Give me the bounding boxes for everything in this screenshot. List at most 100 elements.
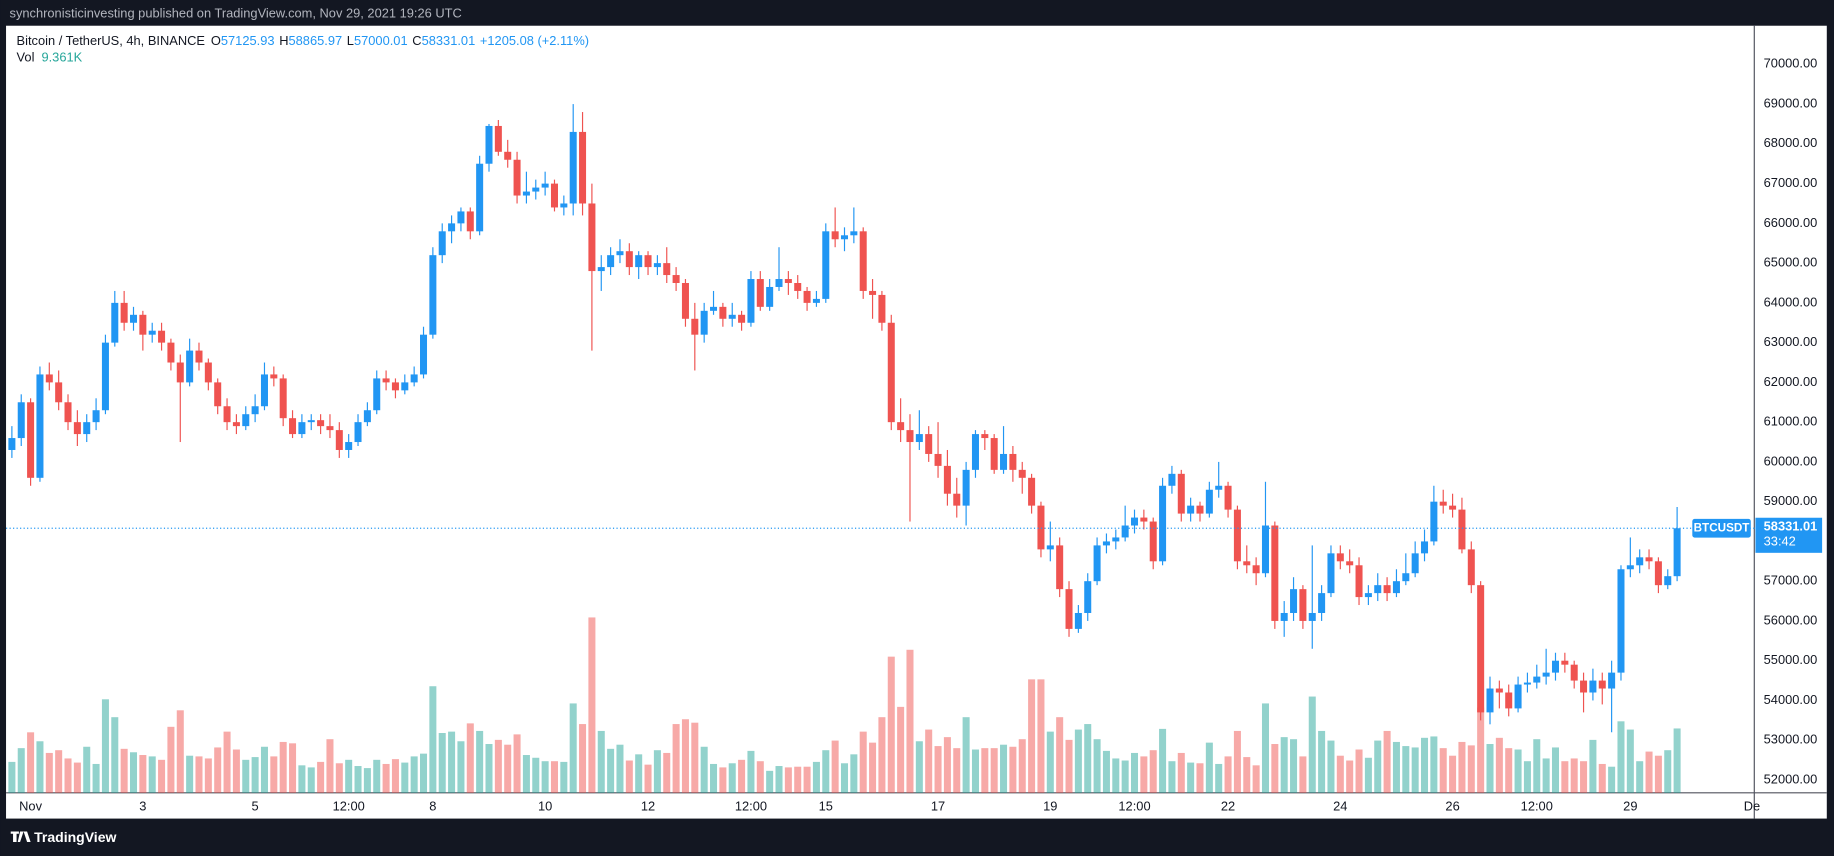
candle-body (588, 203, 596, 272)
volume-bar (1533, 739, 1541, 793)
volume-bar (27, 732, 35, 793)
candle-body (1252, 565, 1260, 574)
candle-body (691, 318, 699, 335)
candle-body (1551, 660, 1559, 673)
volume-bar (335, 763, 343, 793)
volume-bar (494, 739, 502, 793)
candle-body (1439, 501, 1447, 506)
x-tick-label: 12:00 (333, 798, 365, 813)
candle-body (1608, 672, 1616, 689)
volume-bar (504, 744, 512, 793)
volume-bar (1084, 724, 1092, 793)
candle-body (831, 231, 839, 240)
volume-bar (1093, 739, 1101, 793)
last-price-box (1755, 517, 1823, 553)
volume-bar (681, 719, 689, 793)
candle-body (214, 382, 222, 407)
volume-bar (120, 748, 128, 793)
volume-bar (1290, 739, 1298, 793)
candle-body (859, 231, 867, 291)
o-label: O (211, 33, 221, 48)
candle-body (1140, 517, 1148, 522)
volume-bar (448, 731, 456, 793)
candle-body (635, 255, 643, 268)
volume-bar (1121, 760, 1129, 793)
candle-body (186, 350, 194, 383)
volume-bar (1215, 763, 1223, 793)
volume-bar (45, 752, 53, 793)
y-tick-label: 62000.00 (1764, 374, 1818, 389)
volume-bar (1364, 757, 1372, 793)
volume-bar (8, 761, 16, 793)
candle-body (307, 420, 315, 423)
candle-body (167, 342, 175, 363)
candle-body (1626, 565, 1634, 570)
volume-bar (1392, 741, 1400, 793)
volume-bar (887, 656, 895, 793)
volume-bar (1561, 761, 1569, 793)
volume-bar (719, 767, 727, 793)
candle-body (953, 493, 961, 506)
x-tick-label: 12:00 (1521, 798, 1553, 813)
volume-bar (485, 744, 493, 793)
volume-bar (1196, 763, 1204, 793)
candle-body (672, 275, 680, 283)
candle-body (1102, 541, 1110, 546)
volume-bar (363, 768, 371, 793)
volume-bar (214, 747, 222, 793)
volume-bar (139, 755, 147, 793)
volume-bar (766, 770, 774, 793)
volume-bar (1009, 746, 1017, 793)
candle-body (1411, 553, 1419, 574)
candle-body (1570, 664, 1578, 681)
candle-body (373, 378, 381, 411)
volume-bar (691, 722, 699, 793)
candle-body (1477, 585, 1485, 713)
candle-body (326, 426, 334, 431)
volume-bar (1551, 747, 1559, 793)
candle-body (784, 279, 792, 283)
candle-body (971, 434, 979, 470)
volume-bar (541, 761, 549, 793)
candle-body (64, 402, 72, 423)
volume-bar (869, 742, 877, 793)
volume-bar (1318, 730, 1326, 793)
y-tick-label: 57000.00 (1764, 573, 1818, 588)
candle-body (1364, 593, 1372, 598)
candle-body (532, 187, 540, 192)
symbol-tag: BTCUSDT (1694, 521, 1751, 534)
volume-bar (1252, 765, 1260, 793)
x-tick-label: 12:00 (1118, 798, 1150, 813)
candle-body (158, 330, 166, 343)
candle-body (1271, 525, 1279, 621)
volume-bar (1280, 737, 1288, 793)
volume-bar (1523, 761, 1531, 793)
candle-body (1561, 660, 1569, 665)
candle-body (73, 422, 81, 435)
y-tick-label: 65000.00 (1764, 255, 1818, 270)
volume-bar (1308, 696, 1316, 793)
volume-bar (73, 762, 81, 793)
candle-body (335, 430, 343, 450)
candle-body (1196, 505, 1204, 514)
candle-body (45, 374, 53, 383)
volume-bar (925, 729, 933, 793)
y-tick-label: 54000.00 (1764, 692, 1818, 707)
volume-bar (953, 748, 961, 793)
chart-pane (6, 25, 1827, 819)
volume-bar (429, 686, 437, 793)
candle-body (728, 314, 736, 319)
volume-bar (822, 750, 830, 793)
volume-bar (943, 737, 951, 793)
candle-body (1327, 553, 1335, 594)
candle-body (522, 191, 530, 196)
volume-bar (1505, 748, 1513, 793)
volume-bar (1355, 749, 1363, 793)
volume-bar (897, 706, 905, 793)
volume-bar (260, 746, 268, 793)
volume-bar (1580, 761, 1588, 793)
volume-bar (242, 759, 250, 793)
volume-bar (1514, 749, 1522, 793)
x-tick-label: Nov (19, 798, 42, 813)
volume-bar (326, 739, 334, 793)
